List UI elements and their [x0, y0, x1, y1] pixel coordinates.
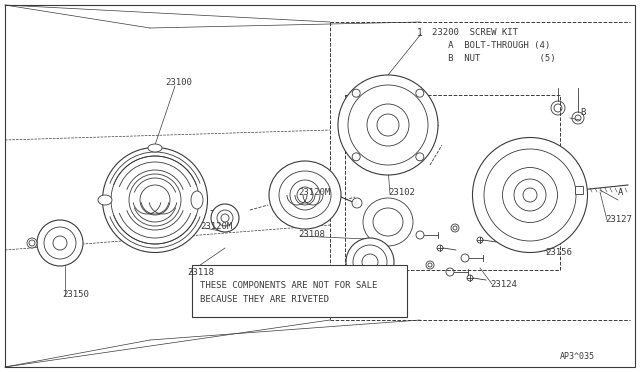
Text: A: A [618, 188, 623, 197]
Ellipse shape [269, 161, 341, 229]
Text: 23127: 23127 [605, 215, 632, 224]
Ellipse shape [53, 236, 67, 250]
Text: 23108: 23108 [298, 230, 325, 239]
Bar [192, 265, 407, 317]
Ellipse shape [148, 144, 162, 152]
Ellipse shape [362, 254, 378, 270]
Ellipse shape [346, 238, 394, 286]
Text: 23118: 23118 [187, 268, 214, 277]
Circle shape [352, 198, 362, 208]
Text: AP3^035: AP3^035 [560, 352, 595, 361]
Ellipse shape [191, 191, 203, 209]
Ellipse shape [363, 198, 413, 246]
Ellipse shape [290, 180, 320, 210]
Ellipse shape [98, 195, 112, 205]
Ellipse shape [367, 104, 409, 146]
Text: BECAUSE THEY ARE RIVETED: BECAUSE THEY ARE RIVETED [200, 295, 329, 304]
Text: 23150: 23150 [62, 290, 89, 299]
Text: 23156: 23156 [545, 248, 572, 257]
Ellipse shape [338, 75, 438, 175]
Text: THESE COMPONENTS ARE NOT FOR SALE: THESE COMPONENTS ARE NOT FOR SALE [200, 281, 378, 290]
Text: 23100: 23100 [165, 78, 192, 87]
Text: 23120M: 23120M [298, 188, 330, 197]
Text: 23200  SCREW KIT: 23200 SCREW KIT [432, 28, 518, 37]
Ellipse shape [129, 174, 181, 226]
Ellipse shape [523, 188, 537, 202]
Bar [345, 95, 560, 270]
Text: 1: 1 [417, 28, 423, 38]
Text: B: B [580, 108, 586, 117]
Text: 23102: 23102 [388, 188, 415, 197]
Text: A  BOLT-THROUGH (4): A BOLT-THROUGH (4) [432, 41, 550, 50]
Text: 23120M: 23120M [200, 222, 232, 231]
Ellipse shape [502, 167, 557, 222]
Ellipse shape [102, 148, 207, 253]
Ellipse shape [37, 220, 83, 266]
Ellipse shape [472, 138, 588, 253]
Bar [575, 186, 583, 194]
Text: 23124: 23124 [490, 280, 517, 289]
Ellipse shape [211, 204, 239, 232]
Text: B  NUT           (5): B NUT (5) [432, 54, 556, 63]
Circle shape [27, 238, 37, 248]
